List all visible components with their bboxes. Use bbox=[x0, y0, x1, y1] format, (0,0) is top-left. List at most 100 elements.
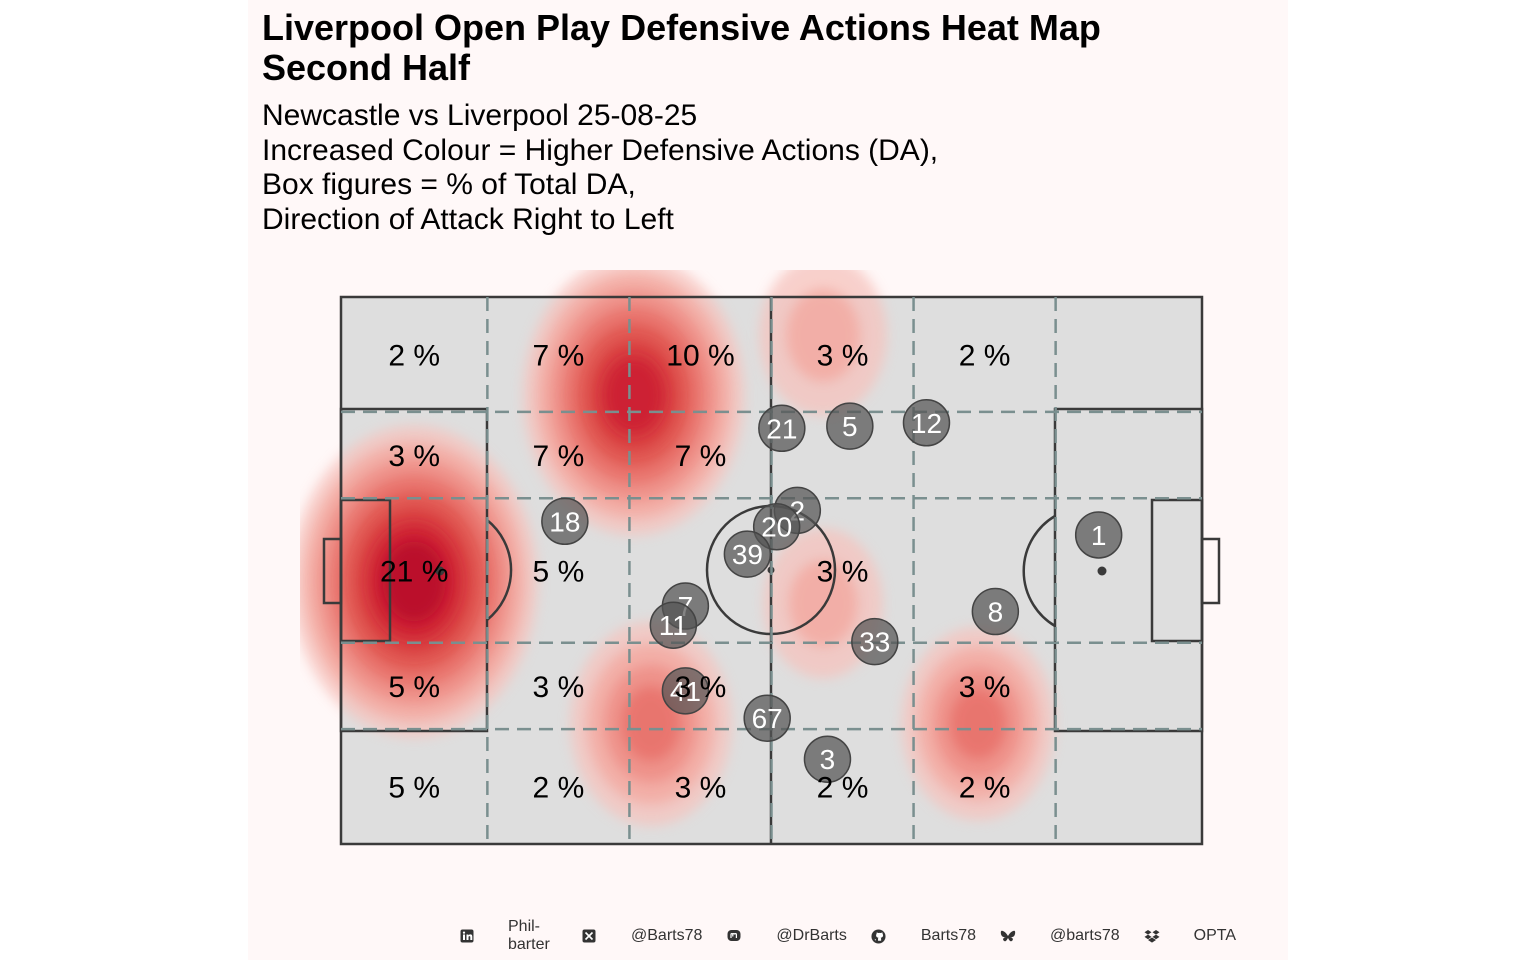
player-marker-20: 20 bbox=[752, 502, 801, 551]
heat-contour-0-7 bbox=[382, 541, 446, 622]
player-number: 41 bbox=[670, 676, 701, 707]
bluesky-icon bbox=[1000, 928, 1016, 944]
player-marker-33: 33 bbox=[851, 617, 899, 666]
player-number: 12 bbox=[911, 408, 942, 439]
player-marker-41: 41 bbox=[661, 667, 710, 715]
footer-credits: Phil-barter @Barts78 @DrBarts Barts78 @b… bbox=[460, 918, 1260, 953]
zone-label-r5-c1: 5 % bbox=[388, 772, 440, 805]
heat-contour-1-6 bbox=[603, 357, 664, 434]
player-circle bbox=[661, 667, 710, 715]
subtitle-line-3: Box figures = % of Total DA, bbox=[262, 168, 636, 201]
footer-bluesky-handle: @barts78 bbox=[1050, 927, 1120, 944]
player-markers: 215121822039171183341673 bbox=[541, 399, 1123, 783]
player-number: 5 bbox=[842, 411, 858, 442]
zone-label-r5-c3: 3 % bbox=[675, 772, 727, 805]
linkedin-icon bbox=[460, 928, 474, 944]
zone-label-r1-c2: 7 % bbox=[533, 339, 585, 372]
zone-label-r4-c1: 5 % bbox=[388, 671, 440, 704]
title-line-1: Liverpool Open Play Defensive Actions He… bbox=[262, 7, 1101, 48]
footer-item-x[interactable]: @Barts78 bbox=[581, 927, 726, 945]
footer-item-github[interactable]: Barts78 bbox=[871, 927, 1000, 945]
footer-mastodon-handle: @DrBarts bbox=[776, 927, 847, 944]
player-circle bbox=[723, 530, 772, 578]
chart-subtitle: Newcastle vs Liverpool 25-08-25 Increase… bbox=[262, 99, 938, 237]
player-number: 33 bbox=[859, 627, 890, 658]
x-icon bbox=[581, 928, 597, 944]
heat-contour-3-3 bbox=[950, 688, 1006, 759]
right-goal bbox=[1200, 537, 1221, 605]
player-number: 21 bbox=[766, 413, 797, 444]
player-marker-1: 1 bbox=[1074, 511, 1123, 559]
left-goal bbox=[322, 537, 343, 605]
heat-contour-4-1 bbox=[786, 289, 860, 382]
zone-label-r1-c4: 3 % bbox=[817, 339, 869, 372]
player-circle bbox=[752, 502, 801, 551]
player-circle bbox=[803, 735, 852, 783]
zone-label-r2-c1: 3 % bbox=[388, 440, 440, 473]
player-marker-12: 12 bbox=[902, 399, 951, 447]
player-circle bbox=[971, 587, 1020, 636]
title-line-2: Second Half bbox=[262, 47, 471, 88]
zone-percentage-labels: 2 % 7 % 10 % 3 % 2 % 3 % 7 % 7 % 21 % 5 % 3 % 5 % 3 … bbox=[380, 339, 1010, 804]
github-icon bbox=[871, 928, 887, 944]
zone-label-r3-c2: 5 % bbox=[533, 556, 585, 589]
player-number: 20 bbox=[761, 512, 792, 543]
left-penalty-arc bbox=[486, 519, 513, 621]
player-number: 11 bbox=[659, 610, 688, 641]
zone-label-r4-c3: 3 % bbox=[675, 671, 727, 704]
player-circle bbox=[902, 399, 951, 447]
footer-item-mastodon[interactable]: @DrBarts bbox=[726, 927, 870, 945]
subtitle-line-1: Newcastle vs Liverpool 25-08-25 bbox=[262, 99, 698, 132]
footer-data-source: OPTA bbox=[1193, 927, 1236, 944]
zone-label-r4-c2: 3 % bbox=[533, 671, 585, 704]
footer-item-linkedin[interactable]: Phil-barter bbox=[460, 918, 581, 954]
player-marker-18: 18 bbox=[541, 497, 589, 546]
player-circle bbox=[851, 617, 899, 666]
player-circle bbox=[541, 497, 589, 546]
footer-item-bluesky[interactable]: @barts78 bbox=[1000, 927, 1144, 945]
mastodon-icon bbox=[726, 928, 742, 944]
footer-x-handle: @Barts78 bbox=[631, 927, 703, 944]
footer-linkedin-handle: Phil-barter bbox=[508, 918, 550, 953]
subtitle-line-2: Increased Colour = Higher Defensive Acti… bbox=[262, 133, 939, 167]
subtitle-line-4: Direction of Attack Right to Left bbox=[262, 202, 674, 236]
footer-github-handle: Barts78 bbox=[920, 927, 977, 944]
zone-label-r5-c5: 2 % bbox=[959, 772, 1011, 805]
chart-title: Liverpool Open Play Defensive Actions He… bbox=[262, 8, 1101, 88]
zone-label-r4-c5: 3 % bbox=[959, 671, 1011, 704]
player-number: 1 bbox=[1091, 520, 1107, 551]
zone-label-r5-c2: 2 % bbox=[533, 772, 585, 805]
zone-label-r5-c4: 2 % bbox=[817, 772, 869, 805]
player-marker-11: 11 bbox=[649, 601, 698, 649]
player-marker-39: 39 bbox=[723, 530, 772, 578]
left-penalty-spot bbox=[435, 566, 445, 576]
zone-label-r2-c3: 7 % bbox=[675, 440, 727, 473]
player-circle bbox=[758, 404, 806, 453]
zone-label-r1-c3: 10 % bbox=[666, 339, 734, 372]
player-circle bbox=[743, 694, 791, 742]
zone-label-r2-c2: 7 % bbox=[533, 440, 585, 473]
player-number: 8 bbox=[988, 597, 1004, 628]
player-circle bbox=[649, 601, 698, 649]
zone-label-r1-c1: 2 % bbox=[388, 339, 440, 372]
player-circle bbox=[826, 402, 874, 450]
right-penalty-spot bbox=[1097, 566, 1107, 576]
player-marker-3: 3 bbox=[803, 735, 852, 783]
player-marker-21: 21 bbox=[758, 404, 806, 453]
footer-item-dropbox[interactable]: OPTA bbox=[1144, 927, 1260, 945]
dropbox-icon bbox=[1144, 928, 1160, 944]
player-number: 18 bbox=[549, 506, 580, 537]
player-circle bbox=[1074, 511, 1123, 559]
zone-label-r3-c1: 21 % bbox=[380, 556, 448, 589]
heat-contour-2-3 bbox=[621, 686, 681, 761]
player-number: 39 bbox=[732, 539, 763, 570]
player-marker-5: 5 bbox=[826, 402, 874, 450]
player-number: 67 bbox=[752, 703, 783, 734]
zone-label-r3-c4: 3 % bbox=[817, 556, 869, 589]
player-marker-67: 67 bbox=[743, 694, 791, 742]
zone-label-r1-c5: 2 % bbox=[959, 339, 1011, 372]
right-penalty-arc bbox=[1022, 514, 1056, 628]
player-marker-8: 8 bbox=[971, 587, 1020, 636]
player-number: 3 bbox=[820, 744, 836, 775]
